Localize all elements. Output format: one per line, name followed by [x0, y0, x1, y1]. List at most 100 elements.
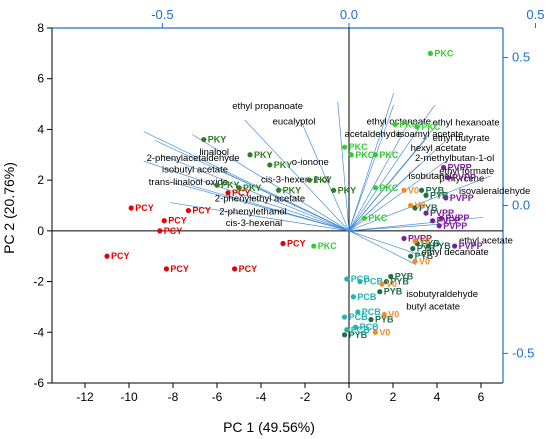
- score-point-pky: [267, 162, 273, 168]
- y-tick-label: 4: [37, 122, 44, 136]
- point-label-pvpp: PVPP: [443, 221, 467, 231]
- score-point-pvpp: [401, 235, 407, 242]
- point-label-pcy: PCY: [192, 206, 211, 216]
- point-label-pvpp: PVPP: [430, 208, 454, 218]
- score-point-pcy: [185, 207, 191, 214]
- x-tick-label: -6: [212, 390, 223, 404]
- point-label-pcy: PCY: [168, 216, 187, 226]
- loading-label: cis-3-hexen-1-ol: [261, 175, 329, 186]
- score-point-pcy: [232, 266, 238, 272]
- point-label-pcy: PCY: [164, 226, 183, 236]
- x2-tick-label: -0.5: [151, 7, 173, 22]
- x-tick-label: -8: [168, 390, 179, 404]
- loading-label: isobutyraldehyde: [406, 289, 478, 300]
- score-point-v0: [372, 329, 378, 335]
- loading-label: 2-phenylethyl acetate: [215, 194, 305, 205]
- loading-label: hexyl acetate: [411, 143, 467, 154]
- score-point-pyb: [368, 317, 374, 323]
- point-label-pcb: PCB: [364, 277, 384, 287]
- score-point-pcb: [353, 324, 359, 330]
- point-label-pcb: PCB: [351, 325, 371, 335]
- x-axis-label: PC 1 (49.56%): [223, 419, 315, 435]
- loading-vector: [348, 122, 409, 232]
- loading-label: trans-linalool oxide: [149, 177, 228, 188]
- loading-vector: [348, 216, 484, 232]
- axes: -12 -10 -8 -6 -4 -2 0 2 4 6 -6 -4 -2 0 2 4 6 8 -0.5 0.0 0.5 -…: [33, 7, 544, 404]
- point-label-pkc: PKC: [349, 142, 369, 152]
- point-label-pcy: PCY: [111, 251, 130, 261]
- score-point-pky: [201, 136, 207, 143]
- point-label-pky: PKY: [208, 135, 227, 145]
- point-label-pky: PKY: [243, 183, 262, 193]
- score-point-pky: [247, 152, 253, 158]
- loading-vector: [348, 104, 436, 232]
- score-point-v0: [401, 187, 407, 193]
- loading-label: β-myrcene: [439, 173, 484, 184]
- y2-tick-label: 0.0: [512, 198, 530, 213]
- loading-vector: [348, 175, 491, 232]
- point-label-pcb: PCB: [349, 312, 369, 322]
- x-tick-label: -2: [300, 390, 311, 404]
- point-label-pkc: PKC: [434, 48, 454, 58]
- point-label-pcb: PCB: [357, 292, 377, 302]
- score-point-pky: [276, 187, 282, 193]
- score-point-pyb: [388, 273, 394, 280]
- loading-label: 2-phenylethanol: [219, 206, 287, 217]
- y-tick-label: 6: [37, 72, 44, 86]
- score-point-pkc: [311, 243, 317, 249]
- point-label-pkc: PKC: [421, 122, 441, 132]
- x-tick-label: -4: [256, 390, 267, 404]
- score-point-pcb: [342, 314, 348, 320]
- point-label-pcb: PCB: [360, 322, 380, 332]
- score-point-pyb: [423, 192, 429, 198]
- x-tick-label: 2: [390, 390, 397, 404]
- loading-label: acetaldehyde: [345, 129, 402, 140]
- x2-tick-label: 0.5: [526, 7, 544, 22]
- point-label-pyb: PYB: [419, 203, 438, 213]
- loading-label: ethyl formate: [439, 166, 494, 177]
- point-label-pvpp: PVPP: [459, 241, 483, 251]
- x-tick-label: 6: [478, 390, 485, 404]
- point-label-pvpp: PVPP: [408, 233, 432, 243]
- x-tick-label: -12: [76, 390, 94, 404]
- loading-label: linalool: [199, 147, 229, 158]
- score-point-pcb: [350, 294, 356, 300]
- loading-label: ethyl butyrate: [433, 133, 490, 144]
- point-label-pyb: PYB: [432, 241, 451, 251]
- loading-label: 2-phenylacetaldehyde: [147, 153, 240, 164]
- loading-vectors: ethyl propanoate eucalyptol linalool o-iono…: [143, 92, 530, 312]
- score-point-v0: [412, 238, 418, 244]
- loading-vector: [143, 131, 350, 232]
- loading-label: eucalyptol: [273, 116, 316, 127]
- point-label-pcy: PCY: [232, 188, 251, 198]
- y-tick-label: 2: [37, 173, 44, 187]
- loading-label: cis-3-hexenal: [226, 218, 282, 229]
- score-point-pcy: [225, 190, 231, 196]
- point-label-pyb: PYB: [395, 272, 414, 282]
- score-point-pyb: [425, 243, 431, 249]
- score-point-pkc: [392, 121, 398, 127]
- y-tick-label: -4: [33, 325, 44, 339]
- loading-vector: [348, 92, 395, 231]
- score-point-pcb: [357, 278, 363, 285]
- score-point-pcb: [344, 327, 350, 333]
- loading-label: ethyl hexanoate: [433, 118, 500, 129]
- score-point-pky: [214, 182, 220, 188]
- point-label-pky: PKY: [254, 150, 273, 160]
- loading-vector: [348, 163, 421, 232]
- score-point-pvpp: [430, 218, 436, 224]
- y-tick-label: -2: [33, 275, 44, 289]
- loading-label: butyl acetate: [406, 301, 460, 312]
- score-point-pyb: [377, 289, 383, 295]
- plot-frame: [51, 27, 504, 384]
- point-label-pyb: PYB: [415, 251, 434, 261]
- score-point-pkc: [342, 144, 348, 150]
- point-label-v0: V0: [379, 327, 390, 337]
- y-axis-label: PC 2 (20.76%): [1, 162, 17, 254]
- score-point-pvpp: [423, 210, 429, 216]
- score-point-pvpp: [443, 195, 449, 201]
- loading-vector: [300, 119, 350, 231]
- point-label-pcy: PCY: [135, 203, 154, 213]
